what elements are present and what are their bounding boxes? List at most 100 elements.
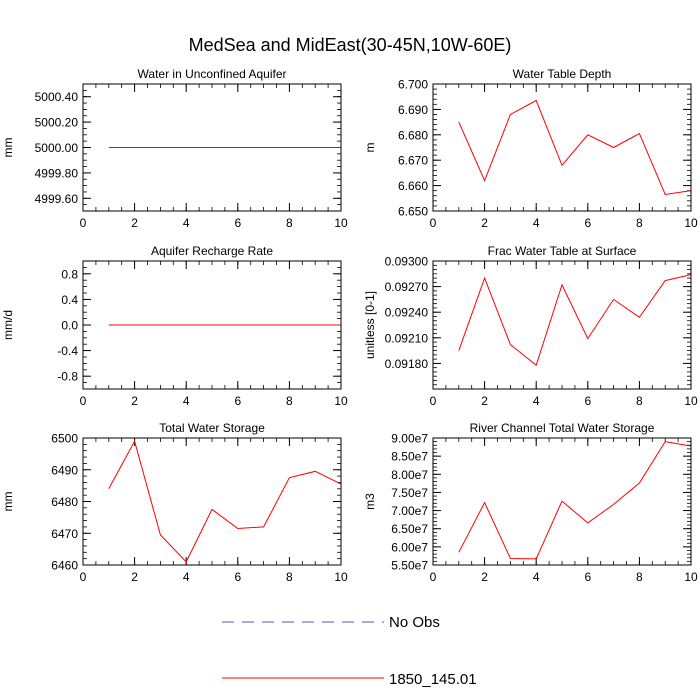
y-tick-label: 0.09300: [385, 255, 429, 269]
y-axis-label: mm: [1, 492, 15, 512]
panel-title: Water Table Depth: [513, 67, 612, 81]
x-tick-label: 2: [131, 570, 138, 584]
panel-water-in-unconfined-aquifer: Water in Unconfined Aquifer mm 0 2 4 6 8 10 4999…: [1, 67, 348, 230]
panels: Water in Unconfined Aquifer mm 0 2 4 6 8 10 4999…: [1, 67, 698, 584]
x-tick-label: 6: [234, 394, 241, 408]
y-tick-label: -0.8: [57, 370, 78, 384]
y-tick-label: 0.8: [61, 267, 78, 281]
y-tick-label: -0.4: [57, 344, 78, 358]
y-tick-label: 6.660: [398, 179, 428, 193]
y-tick-label: 6.50e7: [391, 522, 428, 536]
y-tick-label: 6.680: [398, 128, 428, 142]
panel-title: Frac Water Table at Surface: [488, 244, 637, 258]
y-tick-label: 6500: [51, 432, 78, 446]
x-tick-label: 8: [636, 394, 643, 408]
y-tick-label: 7.50e7: [391, 486, 428, 500]
x-tick-label: 6: [584, 216, 591, 230]
x-tick-label: 4: [533, 394, 540, 408]
series-line-1850-145-01: [458, 274, 692, 366]
panel-title: River Channel Total Water Storage: [470, 421, 655, 435]
x-tick-label: 8: [286, 216, 293, 230]
x-tick-label: 2: [481, 216, 488, 230]
y-tick-label: 6490: [51, 463, 78, 477]
y-axis-label: mm: [1, 138, 15, 158]
y-tick-label: 8.50e7: [391, 450, 428, 464]
x-tick-label: 0: [80, 216, 87, 230]
panel-title: Total Water Storage: [159, 421, 265, 435]
x-tick-label: 10: [334, 570, 348, 584]
x-tick-label: 6: [234, 216, 241, 230]
x-tick-label: 10: [684, 570, 698, 584]
panel-river-channel-total-water-storage: River Channel Total Water Storage m3 0 2 4 6 8…: [363, 421, 698, 584]
y-tick-label: 0.09270: [385, 280, 429, 294]
panel-aquifer-recharge-rate: Aquifer Recharge Rate mm/d 0 2 4 6 8 10 -0.8 -0.4…: [1, 244, 348, 408]
x-tick-label: 10: [684, 394, 698, 408]
y-axis-label: unitless [0-1]: [363, 291, 377, 359]
x-tick-label: 4: [533, 570, 540, 584]
x-tick-label: 4: [183, 394, 190, 408]
x-tick-label: 6: [234, 570, 241, 584]
series-line-1850-145-01: [108, 439, 342, 563]
series-line-1850-145-01: [458, 99, 692, 196]
x-tick-label: 10: [684, 216, 698, 230]
panel-title: Aquifer Recharge Rate: [151, 244, 273, 258]
y-tick-label: 8.00e7: [391, 468, 428, 482]
x-tick-label: 6: [584, 394, 591, 408]
y-tick-label: 4999.80: [35, 166, 79, 180]
x-tick-label: 0: [430, 394, 437, 408]
y-tick-label: 0.09240: [385, 306, 429, 320]
y-tick-label: 9.00e7: [391, 432, 428, 446]
legend-label-no-obs: No Obs: [389, 614, 440, 631]
x-tick-label: 2: [481, 394, 488, 408]
y-tick-label: 6.00e7: [391, 540, 428, 554]
y-tick-label: 6.690: [398, 103, 428, 117]
x-tick-label: 0: [430, 570, 437, 584]
y-axis-label: mm/d: [1, 310, 15, 340]
x-tick-label: 10: [334, 394, 348, 408]
x-tick-label: 2: [131, 216, 138, 230]
minor-ticks: [432, 83, 692, 212]
plot-frame: [432, 260, 692, 390]
plot-frame: [432, 83, 692, 212]
plot-frame: [82, 260, 342, 390]
y-tick-label: 6470: [51, 527, 78, 541]
legend-label-run: 1850_145.01: [389, 671, 477, 688]
x-tick-label: 4: [183, 216, 190, 230]
panel-title: Water in Unconfined Aquifer: [138, 67, 287, 81]
x-tick-label: 10: [334, 216, 348, 230]
plot-frame: [82, 83, 342, 212]
y-tick-label: 0.0: [61, 319, 78, 333]
y-tick-label: 5.50e7: [391, 559, 428, 573]
x-tick-label: 8: [636, 216, 643, 230]
x-tick-label: 2: [481, 570, 488, 584]
x-tick-label: 4: [183, 570, 190, 584]
x-tick-label: 6: [584, 570, 591, 584]
y-tick-label: 6.670: [398, 154, 428, 168]
y-tick-label: 5000.40: [35, 90, 79, 104]
panel-water-table-depth: Water Table Depth m 0 2 4 6 8 10 6.650 6.660 6.670…: [363, 67, 698, 230]
x-tick-label: 0: [430, 216, 437, 230]
x-tick-label: 8: [636, 570, 643, 584]
plot-frame: [432, 437, 692, 566]
x-tick-label: 0: [80, 394, 87, 408]
x-tick-label: 8: [286, 570, 293, 584]
y-axis-label: m3: [363, 493, 377, 510]
legend: No Obs 1850_145.01: [222, 614, 477, 688]
series-line-1850-145-01: [458, 441, 692, 560]
x-tick-label: 0: [80, 570, 87, 584]
y-tick-label: 6460: [51, 559, 78, 573]
minor-ticks: [432, 260, 692, 390]
y-tick-label: 5000.00: [35, 141, 79, 155]
minor-ticks: [82, 437, 342, 566]
x-tick-label: 8: [286, 394, 293, 408]
y-tick-label: 5000.20: [35, 116, 79, 130]
figure-title: MedSea and MidEast(30-45N,10W-60E): [189, 35, 512, 55]
x-tick-label: 2: [131, 394, 138, 408]
y-axis-label: m: [363, 143, 377, 153]
y-tick-label: 0.09180: [385, 357, 429, 371]
y-tick-label: 0.09210: [385, 331, 429, 345]
panel-frac-water-table-at-surface: Frac Water Table at Surface unitless [0-1…: [363, 244, 698, 408]
y-tick-label: 6480: [51, 495, 78, 509]
y-tick-label: 0.4: [61, 293, 78, 307]
